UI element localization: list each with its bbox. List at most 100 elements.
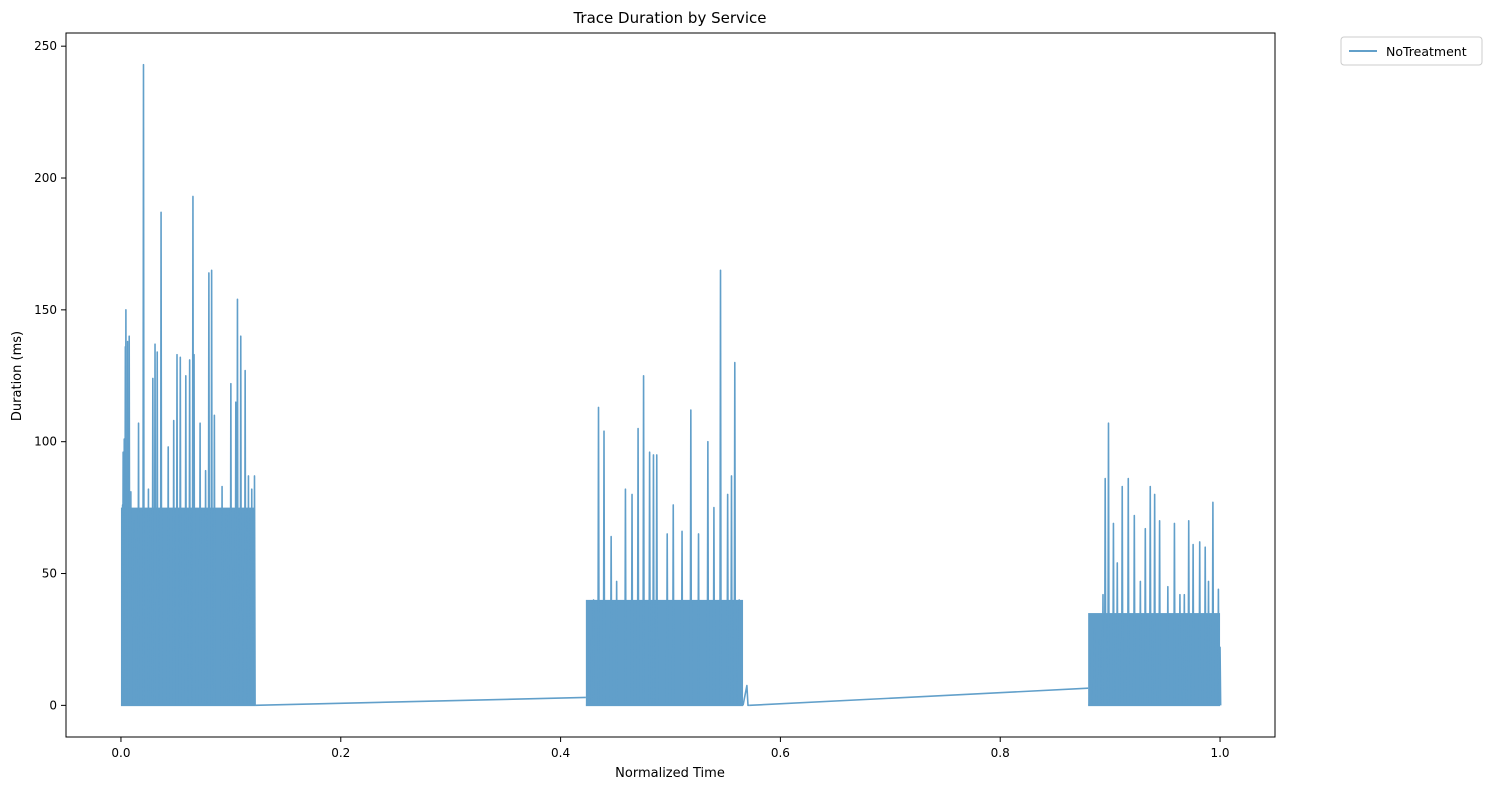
data-spike <box>229 382 233 706</box>
series-NoTreatment <box>120 63 1222 707</box>
data-spike <box>253 475 256 706</box>
data-spike <box>655 454 659 706</box>
data-spike <box>1132 514 1136 706</box>
data-spike <box>1198 541 1202 706</box>
data-spike <box>624 488 627 706</box>
legend-label: NoTreatment <box>1386 44 1467 59</box>
series-connector-line <box>255 696 586 707</box>
data-spike <box>712 506 716 706</box>
data-spike <box>153 343 157 706</box>
data-spike <box>697 533 700 706</box>
data-spike <box>1097 638 1101 706</box>
data-spike <box>739 665 743 706</box>
data-spike <box>689 409 693 706</box>
data-spike <box>1115 562 1119 706</box>
data-spike <box>127 335 131 706</box>
data-spike <box>198 422 202 706</box>
data-spike <box>642 374 645 706</box>
data-spike <box>1182 593 1186 706</box>
data-spike <box>1092 628 1096 706</box>
data-spike <box>1153 493 1157 706</box>
data-spike <box>137 422 140 706</box>
data-spike <box>1103 477 1107 706</box>
data-spike <box>1166 585 1170 706</box>
y-tick-label: 100 <box>34 435 57 449</box>
data-spike <box>192 353 196 706</box>
data-spike <box>250 488 254 706</box>
plot-frame <box>65 32 1276 738</box>
x-tick-label: 1.0 <box>1210 746 1229 760</box>
x-tick-label: 0.6 <box>771 746 790 760</box>
data-spike <box>207 272 211 706</box>
legend[interactable]: NoTreatment <box>1340 36 1483 66</box>
data-spike <box>1112 522 1115 706</box>
data-spike <box>706 440 710 706</box>
x-axis: 0.0 0.2 0.4 0.6 0.8 1.0 <box>111 737 1230 760</box>
data-spike <box>730 475 733 706</box>
data-spike <box>142 63 145 706</box>
legend-box <box>1340 36 1483 66</box>
y-axis: 0 50 100 150 200 250 <box>34 39 66 712</box>
data-spike <box>175 353 179 706</box>
x-tick-label: 0.2 <box>331 746 350 760</box>
y-axis-label: Duration (ms) <box>10 331 25 421</box>
data-spike <box>587 630 591 706</box>
y-tick-label: 50 <box>42 567 57 581</box>
data-spike <box>147 488 150 706</box>
data-spike <box>188 359 192 706</box>
data-spike <box>1088 649 1092 706</box>
data-spike <box>671 504 675 706</box>
data-spike <box>1138 580 1142 706</box>
y-tick-label: 200 <box>34 171 57 185</box>
data-spike <box>1126 477 1130 706</box>
y-tick-label: 250 <box>34 39 57 53</box>
data-spike <box>225 514 228 706</box>
data-spike <box>1207 580 1210 706</box>
data-spike <box>1191 543 1195 706</box>
data-spike <box>151 377 155 706</box>
x-tick-label: 0.4 <box>551 746 570 760</box>
data-spike <box>1178 593 1182 706</box>
data-spike <box>1148 485 1152 706</box>
data-spike <box>1158 519 1161 706</box>
data-spike <box>166 446 170 706</box>
data-spike <box>212 414 216 706</box>
data-spike <box>615 580 619 706</box>
data-spike <box>1203 546 1207 706</box>
data-spike <box>124 309 128 706</box>
data-spike <box>210 269 214 706</box>
data-spike <box>243 369 247 706</box>
data-spike <box>155 351 159 706</box>
data-spike <box>1217 588 1220 706</box>
y-tick-label: 0 <box>49 698 57 712</box>
data-spike <box>1173 522 1176 706</box>
series-connector-line <box>749 687 1089 707</box>
data-spike <box>652 454 655 706</box>
data-spike <box>726 493 730 706</box>
data-spike <box>636 427 640 706</box>
data-spike <box>159 211 163 706</box>
data-spike <box>220 485 224 706</box>
data-spike <box>609 535 613 706</box>
data-spike <box>1107 422 1110 706</box>
data-spike <box>1218 646 1222 706</box>
data-spike <box>1211 501 1215 706</box>
data-spike <box>1187 519 1191 706</box>
data-spike <box>236 298 239 706</box>
data-spike <box>1120 485 1124 706</box>
data-spike <box>719 269 722 706</box>
data-spike <box>737 599 741 706</box>
data-spike <box>1101 593 1105 706</box>
plot-area <box>120 63 1222 707</box>
data-spike <box>592 599 595 706</box>
chart-title: Trace Duration by Service <box>572 9 766 27</box>
x-axis-label: Normalized Time <box>615 766 725 781</box>
x-tick-label: 0.0 <box>111 746 130 760</box>
data-spike <box>178 356 182 706</box>
y-tick-label: 150 <box>34 303 57 317</box>
data-spike <box>630 493 634 706</box>
data-spike <box>733 361 737 706</box>
data-spike <box>602 430 606 706</box>
data-spike <box>648 451 652 706</box>
